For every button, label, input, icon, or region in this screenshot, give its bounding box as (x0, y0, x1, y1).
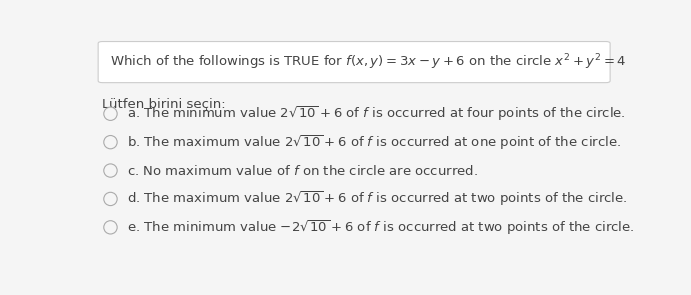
Text: a. The minimum value $2\sqrt{10} + 6$ of $f$ is occurred at four points of the c: a. The minimum value $2\sqrt{10} + 6$ of… (126, 104, 625, 123)
Text: b. The maximum value $2\sqrt{10} + 6$ of $f$ is occurred at one point of the cir: b. The maximum value $2\sqrt{10} + 6$ of… (126, 133, 621, 152)
Text: Lütfen birini seçin:: Lütfen birini seçin: (102, 98, 226, 111)
Ellipse shape (104, 135, 117, 149)
Text: e. The minimum value $-2\sqrt{10} + 6$ of $f$ is occurred at two points of the c: e. The minimum value $-2\sqrt{10} + 6$ o… (126, 218, 634, 237)
Ellipse shape (104, 221, 117, 234)
FancyBboxPatch shape (98, 42, 610, 83)
Text: Which of the followings is TRUE for $f(x, y) = 3x - y + 6$ on the circle $x^2 + : Which of the followings is TRUE for $f(x… (111, 52, 627, 72)
Ellipse shape (104, 192, 117, 206)
Text: d. The maximum value $2\sqrt{10} + 6$ of $f$ is occurred at two points of the ci: d. The maximum value $2\sqrt{10} + 6$ of… (126, 190, 627, 208)
Ellipse shape (104, 107, 117, 120)
Text: c. No maximum value of $f$ on the circle are occurred.: c. No maximum value of $f$ on the circle… (126, 163, 477, 178)
Ellipse shape (104, 164, 117, 177)
